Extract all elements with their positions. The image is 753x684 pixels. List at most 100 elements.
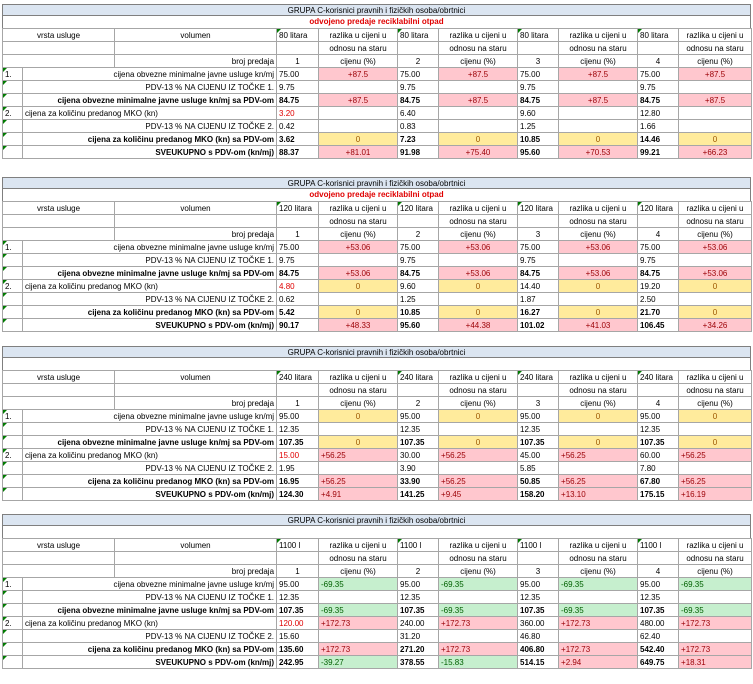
diff-cell bbox=[318, 461, 399, 475]
row-number bbox=[2, 474, 23, 488]
header-blank bbox=[1, 54, 116, 68]
price-cell: 7.80 bbox=[637, 461, 680, 475]
header-diff: cijenu (%) bbox=[438, 54, 519, 68]
price-cell: 84.75 bbox=[276, 266, 320, 280]
price-cell: 84.75 bbox=[637, 93, 680, 107]
header-blank bbox=[276, 383, 320, 397]
price-cell: 12.80 bbox=[637, 106, 680, 120]
price-cell: 84.75 bbox=[397, 266, 440, 280]
diff-cell bbox=[558, 253, 639, 267]
row-number bbox=[2, 292, 23, 306]
header-count-value: 2 bbox=[397, 227, 440, 241]
price-cell: 2.50 bbox=[637, 292, 680, 306]
row-label: cijena obvezne minimalne javne usluge kn… bbox=[21, 409, 278, 423]
diff-cell: +34.26 bbox=[678, 318, 753, 332]
diff-cell: +87.5 bbox=[678, 67, 753, 81]
diff-cell: 0 bbox=[438, 132, 519, 146]
header-diff: cijenu (%) bbox=[558, 54, 639, 68]
diff-cell: -69.35 bbox=[678, 603, 753, 617]
diff-cell: +56.25 bbox=[318, 448, 399, 462]
header-blank bbox=[114, 41, 278, 55]
row-label: cijena za količinu predanog MKO (kn) bbox=[21, 279, 278, 293]
row-number bbox=[2, 435, 23, 449]
header-volume: volumen bbox=[114, 28, 278, 42]
header-volume-value: 1100 l bbox=[517, 538, 560, 552]
diff-cell bbox=[558, 590, 639, 604]
diff-cell: +53.06 bbox=[318, 240, 399, 254]
diff-cell: 0 bbox=[558, 132, 639, 146]
price-cell: 12.35 bbox=[517, 422, 560, 436]
row-number: 1. bbox=[2, 240, 23, 254]
row-label: cijena obvezne minimalne javne usluge kn… bbox=[21, 93, 278, 107]
table-row: cijena za količinu predanog MKO (kn) sa … bbox=[2, 474, 753, 488]
header-count-value: 4 bbox=[637, 54, 680, 68]
diff-cell: +53.06 bbox=[318, 266, 399, 280]
diff-cell: +87.5 bbox=[438, 67, 519, 81]
diff-cell: +53.06 bbox=[678, 266, 753, 280]
price-cell: 360.00 bbox=[517, 616, 560, 630]
table-row: 1. cijena obvezne minimalne javne usluge … bbox=[2, 409, 753, 423]
group-title: GRUPA C-korisnici pravnih i fizičkih oso… bbox=[2, 514, 751, 526]
header-diff: cijenu (%) bbox=[678, 227, 753, 241]
header-row: vrsta usluge volumen 120 litara razlika u c… bbox=[1, 201, 753, 215]
diff-cell: 0 bbox=[678, 305, 753, 319]
header-blank bbox=[1, 396, 116, 410]
price-cell: 1.25 bbox=[517, 119, 560, 133]
header-row: broj predaja 1 cijenu (%) 2 cijenu (%) 3 cijen… bbox=[1, 396, 753, 410]
header-diff: odnosu na staru bbox=[318, 214, 399, 228]
diff-cell: 0 bbox=[678, 132, 753, 146]
header-diff: razlika u cijeni u bbox=[318, 28, 399, 42]
diff-cell: +16.19 bbox=[678, 487, 753, 501]
header-blank bbox=[1, 227, 116, 241]
row-number: 1. bbox=[2, 67, 23, 81]
table-row: PDV-13 % NA CIJENU IZ TOČKE 2. 0.62 1.25 1.… bbox=[2, 292, 753, 306]
price-cell: 9.75 bbox=[276, 253, 320, 267]
row-number bbox=[2, 629, 23, 643]
diff-cell: 0 bbox=[558, 305, 639, 319]
price-cell: 101.02 bbox=[517, 318, 560, 332]
header-volume-value: 80 litara bbox=[397, 28, 440, 42]
diff-cell: +56.25 bbox=[678, 474, 753, 488]
header-row: broj predaja 1 cijenu (%) 2 cijenu (%) 3 cijen… bbox=[1, 564, 753, 578]
price-cell: 106.45 bbox=[637, 318, 680, 332]
diff-cell bbox=[678, 80, 753, 94]
diff-cell: 0 bbox=[438, 409, 519, 423]
header-volume-value: 80 litara bbox=[517, 28, 560, 42]
row-number bbox=[2, 119, 23, 133]
diff-cell: -69.35 bbox=[678, 577, 753, 591]
diff-cell: +87.5 bbox=[678, 93, 753, 107]
diff-cell bbox=[318, 253, 399, 267]
diff-cell: +66.23 bbox=[678, 145, 753, 159]
header-diff: razlika u cijeni u bbox=[558, 201, 639, 215]
header-diff: razlika u cijeni u bbox=[678, 201, 753, 215]
diff-cell bbox=[678, 292, 753, 306]
price-cell: 75.00 bbox=[517, 67, 560, 81]
price-cell: 84.75 bbox=[517, 93, 560, 107]
header-diff: odnosu na staru bbox=[438, 214, 519, 228]
table-row: cijena obvezne minimalne javne usluge kn… bbox=[2, 93, 753, 107]
diff-cell bbox=[678, 461, 753, 475]
diff-cell bbox=[558, 106, 639, 120]
header-diff: razlika u cijeni u bbox=[438, 201, 519, 215]
diff-cell: +87.5 bbox=[558, 67, 639, 81]
group-subtitle: odvojeno predaje reciklabilni otpad bbox=[2, 189, 751, 201]
price-cell: 514.15 bbox=[517, 655, 560, 669]
diff-cell: -69.35 bbox=[438, 577, 519, 591]
diff-cell bbox=[558, 119, 639, 133]
row-label: SVEUKUPNO s PDV-om (kn/mj) bbox=[21, 655, 278, 669]
row-label: PDV-13 % NA CIJENU IZ TOČKE 2. bbox=[21, 119, 278, 133]
price-cell: 12.35 bbox=[397, 590, 440, 604]
price-cell: 4.80 bbox=[276, 279, 320, 293]
price-cell: 141.25 bbox=[397, 487, 440, 501]
group-subtitle: odvojeno predaje reciklabilni otpad bbox=[2, 16, 751, 28]
diff-cell: +44.38 bbox=[438, 318, 519, 332]
price-cell: 95.00 bbox=[397, 409, 440, 423]
diff-cell: +53.06 bbox=[438, 266, 519, 280]
header-volume-value: 120 litara bbox=[517, 201, 560, 215]
row-label: cijena obvezne minimalne javne usluge kn… bbox=[21, 67, 278, 81]
price-cell: 95.00 bbox=[276, 409, 320, 423]
price-cell: 14.40 bbox=[517, 279, 560, 293]
price-cell: 9.75 bbox=[637, 80, 680, 94]
diff-cell: +56.25 bbox=[678, 448, 753, 462]
diff-cell: -39.27 bbox=[318, 655, 399, 669]
